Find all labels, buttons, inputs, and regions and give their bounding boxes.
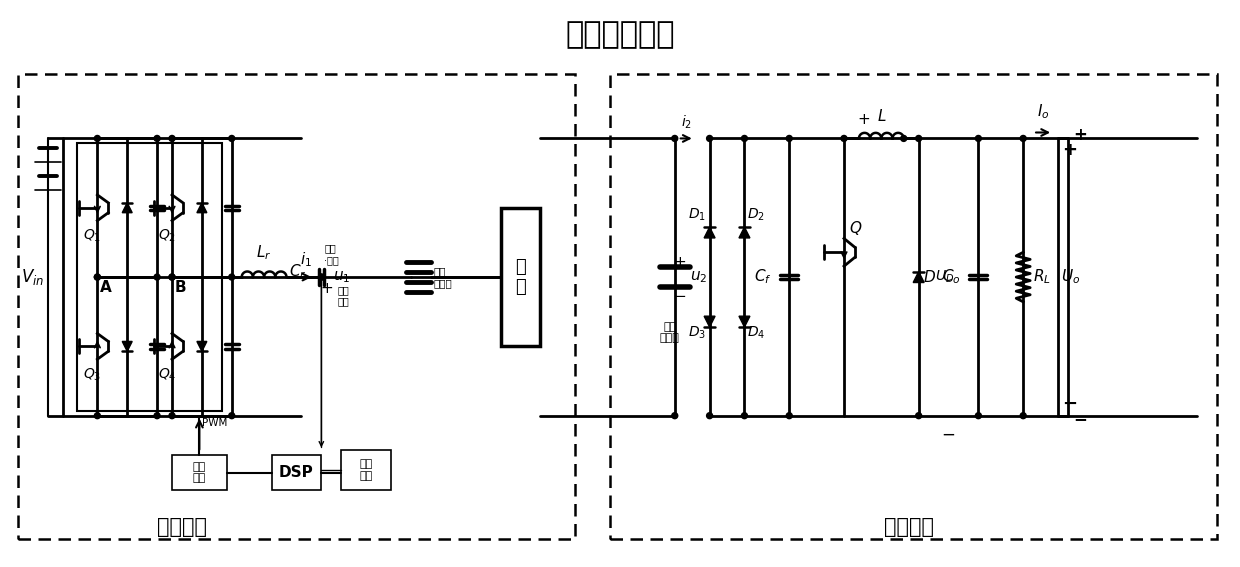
Polygon shape — [739, 227, 750, 238]
Circle shape — [169, 136, 175, 141]
Circle shape — [169, 274, 175, 280]
Circle shape — [672, 413, 678, 418]
Text: $D_4$: $D_4$ — [748, 325, 765, 341]
Circle shape — [707, 136, 713, 141]
Text: 介
质: 介 质 — [515, 257, 526, 297]
Polygon shape — [739, 316, 750, 327]
Text: $U_o$: $U_o$ — [1061, 268, 1080, 286]
Text: $L$: $L$ — [877, 108, 887, 124]
Polygon shape — [704, 316, 715, 327]
Text: $Q_2$: $Q_2$ — [157, 227, 176, 244]
Text: +: + — [1073, 126, 1086, 145]
Text: $i_1$: $i_1$ — [300, 251, 312, 269]
Circle shape — [786, 413, 792, 418]
Text: A: A — [100, 280, 112, 295]
Text: $V_{in}$: $V_{in}$ — [21, 267, 45, 287]
Polygon shape — [704, 227, 715, 238]
Circle shape — [915, 136, 921, 141]
Text: +: + — [320, 281, 332, 297]
Text: $i_2$: $i_2$ — [681, 113, 692, 130]
Circle shape — [1021, 136, 1027, 141]
Circle shape — [228, 413, 234, 418]
Circle shape — [976, 413, 981, 418]
Circle shape — [742, 136, 748, 141]
Text: $L_r$: $L_r$ — [255, 243, 272, 262]
Circle shape — [94, 413, 100, 418]
Polygon shape — [123, 203, 133, 213]
Text: +: + — [1061, 141, 1078, 159]
Text: −: − — [1073, 410, 1086, 428]
Text: 过零
检测: 过零 检测 — [360, 459, 373, 481]
Text: $R_L$: $R_L$ — [1033, 268, 1052, 286]
Text: 接收电路: 接收电路 — [884, 517, 934, 536]
Text: −: − — [673, 289, 686, 304]
Circle shape — [228, 274, 234, 280]
Circle shape — [976, 136, 981, 141]
Text: $C_f$: $C_f$ — [754, 268, 771, 286]
Text: $Q$: $Q$ — [849, 218, 862, 236]
Text: −: − — [941, 426, 956, 443]
Circle shape — [228, 136, 234, 141]
Text: $D$: $D$ — [923, 269, 936, 285]
Text: 接收
换能器: 接收 换能器 — [660, 321, 680, 343]
Circle shape — [154, 413, 160, 418]
Text: −: − — [1061, 395, 1078, 413]
Text: DSP: DSP — [279, 465, 314, 480]
Text: 发射
换能器: 发射 换能器 — [434, 266, 453, 288]
Text: $Q_3$: $Q_3$ — [83, 366, 102, 383]
Circle shape — [786, 136, 792, 141]
Text: PWM: PWM — [202, 418, 228, 428]
Circle shape — [169, 274, 175, 280]
Circle shape — [900, 136, 906, 141]
Circle shape — [154, 274, 160, 280]
Text: $C_r$: $C_r$ — [289, 263, 306, 281]
Polygon shape — [197, 341, 207, 352]
Text: 能量传输部分: 能量传输部分 — [565, 20, 675, 49]
Text: $D_1$: $D_1$ — [688, 206, 706, 223]
Circle shape — [742, 413, 748, 418]
Text: $I_o$: $I_o$ — [1037, 102, 1049, 121]
Text: $D_2$: $D_2$ — [748, 206, 765, 223]
Circle shape — [154, 136, 160, 141]
Text: 超声电源: 超声电源 — [157, 517, 207, 536]
Text: +: + — [673, 255, 686, 270]
Circle shape — [841, 136, 847, 141]
Polygon shape — [913, 272, 924, 282]
Polygon shape — [197, 203, 207, 213]
Circle shape — [319, 274, 325, 280]
Text: B: B — [175, 280, 187, 295]
Text: $u_2$: $u_2$ — [689, 269, 707, 285]
Circle shape — [707, 413, 713, 418]
Text: $U_D$: $U_D$ — [935, 269, 954, 285]
Text: +: + — [858, 112, 870, 126]
Circle shape — [94, 136, 100, 141]
Circle shape — [915, 413, 921, 418]
Text: $D_3$: $D_3$ — [687, 325, 706, 341]
Circle shape — [1021, 413, 1027, 418]
Text: $u_1$: $u_1$ — [334, 269, 351, 285]
Text: $Q_4$: $Q_4$ — [157, 366, 176, 383]
Circle shape — [94, 274, 100, 280]
Circle shape — [319, 274, 325, 280]
Circle shape — [169, 413, 175, 418]
Text: $C_o$: $C_o$ — [942, 268, 961, 286]
Circle shape — [94, 274, 100, 280]
Text: 电流
采样: 电流 采样 — [337, 285, 350, 307]
Circle shape — [672, 136, 678, 141]
Text: 电压
·采样: 电压 ·采样 — [325, 244, 339, 265]
Text: $Q_1$: $Q_1$ — [83, 227, 102, 244]
Polygon shape — [123, 341, 133, 352]
Text: 驱动
电路: 驱动 电路 — [192, 462, 206, 484]
